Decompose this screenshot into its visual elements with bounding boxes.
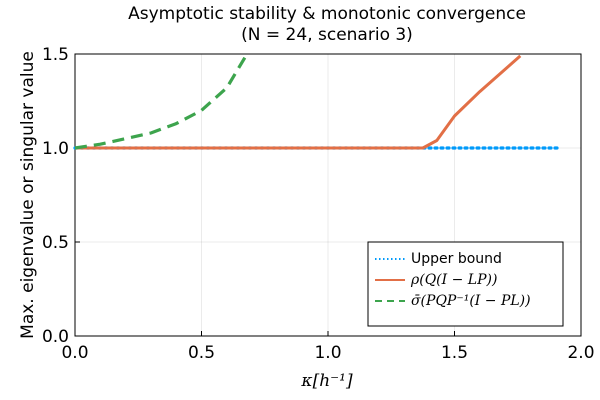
- y-tick-label: 1.0: [42, 139, 69, 159]
- chart-subtitle: (N = 24, scenario 3): [241, 25, 413, 45]
- legend-box: [367, 241, 564, 327]
- x-tick-label: 1.0: [314, 343, 341, 363]
- legend-label-2: ρ(Q(I − LP)): [410, 272, 497, 288]
- legend-label-1: Upper bound: [411, 251, 502, 267]
- y-axis-label: Max. eigenvalue or singular value: [18, 51, 38, 339]
- x-tick-label: 1.5: [441, 343, 468, 363]
- x-axis: 0.0 0.5 1.0 1.5 2.0: [61, 331, 595, 363]
- y-tick-label: 0.0: [42, 327, 69, 347]
- legend: Upper bound ρ(Q(I − LP)) σ̄(PQP⁻¹(I − PL)): [367, 241, 564, 327]
- y-tick-label: 1.5: [42, 45, 69, 65]
- series-line-3: [74, 53, 249, 150]
- x-axis-label: κ[h⁻¹]: [300, 371, 353, 391]
- series-line-2: [75, 54, 522, 150]
- x-tick-label: 2.0: [567, 343, 594, 363]
- series-layer: [73, 53, 563, 150]
- x-tick-label: 0.5: [188, 343, 215, 363]
- y-tick-label: 0.5: [42, 233, 69, 253]
- chart-title: Asymptotic stability & monotonic converg…: [128, 4, 526, 24]
- y-axis: 0.0 0.5 1.0 1.5: [42, 45, 80, 347]
- x-tick-label: 0.0: [61, 343, 88, 363]
- legend-label-3: σ̄(PQP⁻¹(I − PL)): [411, 293, 531, 309]
